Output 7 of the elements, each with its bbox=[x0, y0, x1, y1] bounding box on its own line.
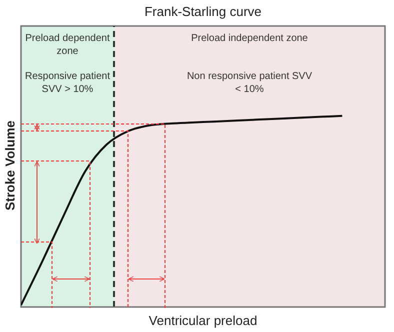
y-axis-title: Stroke Volume bbox=[2, 119, 18, 213]
x-axis-title: Ventricular preload bbox=[148, 313, 258, 328]
text: Preload dependent zone bbox=[24, 32, 111, 58]
text: Responsive patient SVV > 10% bbox=[24, 70, 112, 96]
text: Preload independent zone bbox=[190, 32, 309, 45]
text: Non responsive patient SVV < 10% bbox=[186, 70, 314, 96]
chart-title: Frank-Starling curve bbox=[143, 4, 263, 19]
